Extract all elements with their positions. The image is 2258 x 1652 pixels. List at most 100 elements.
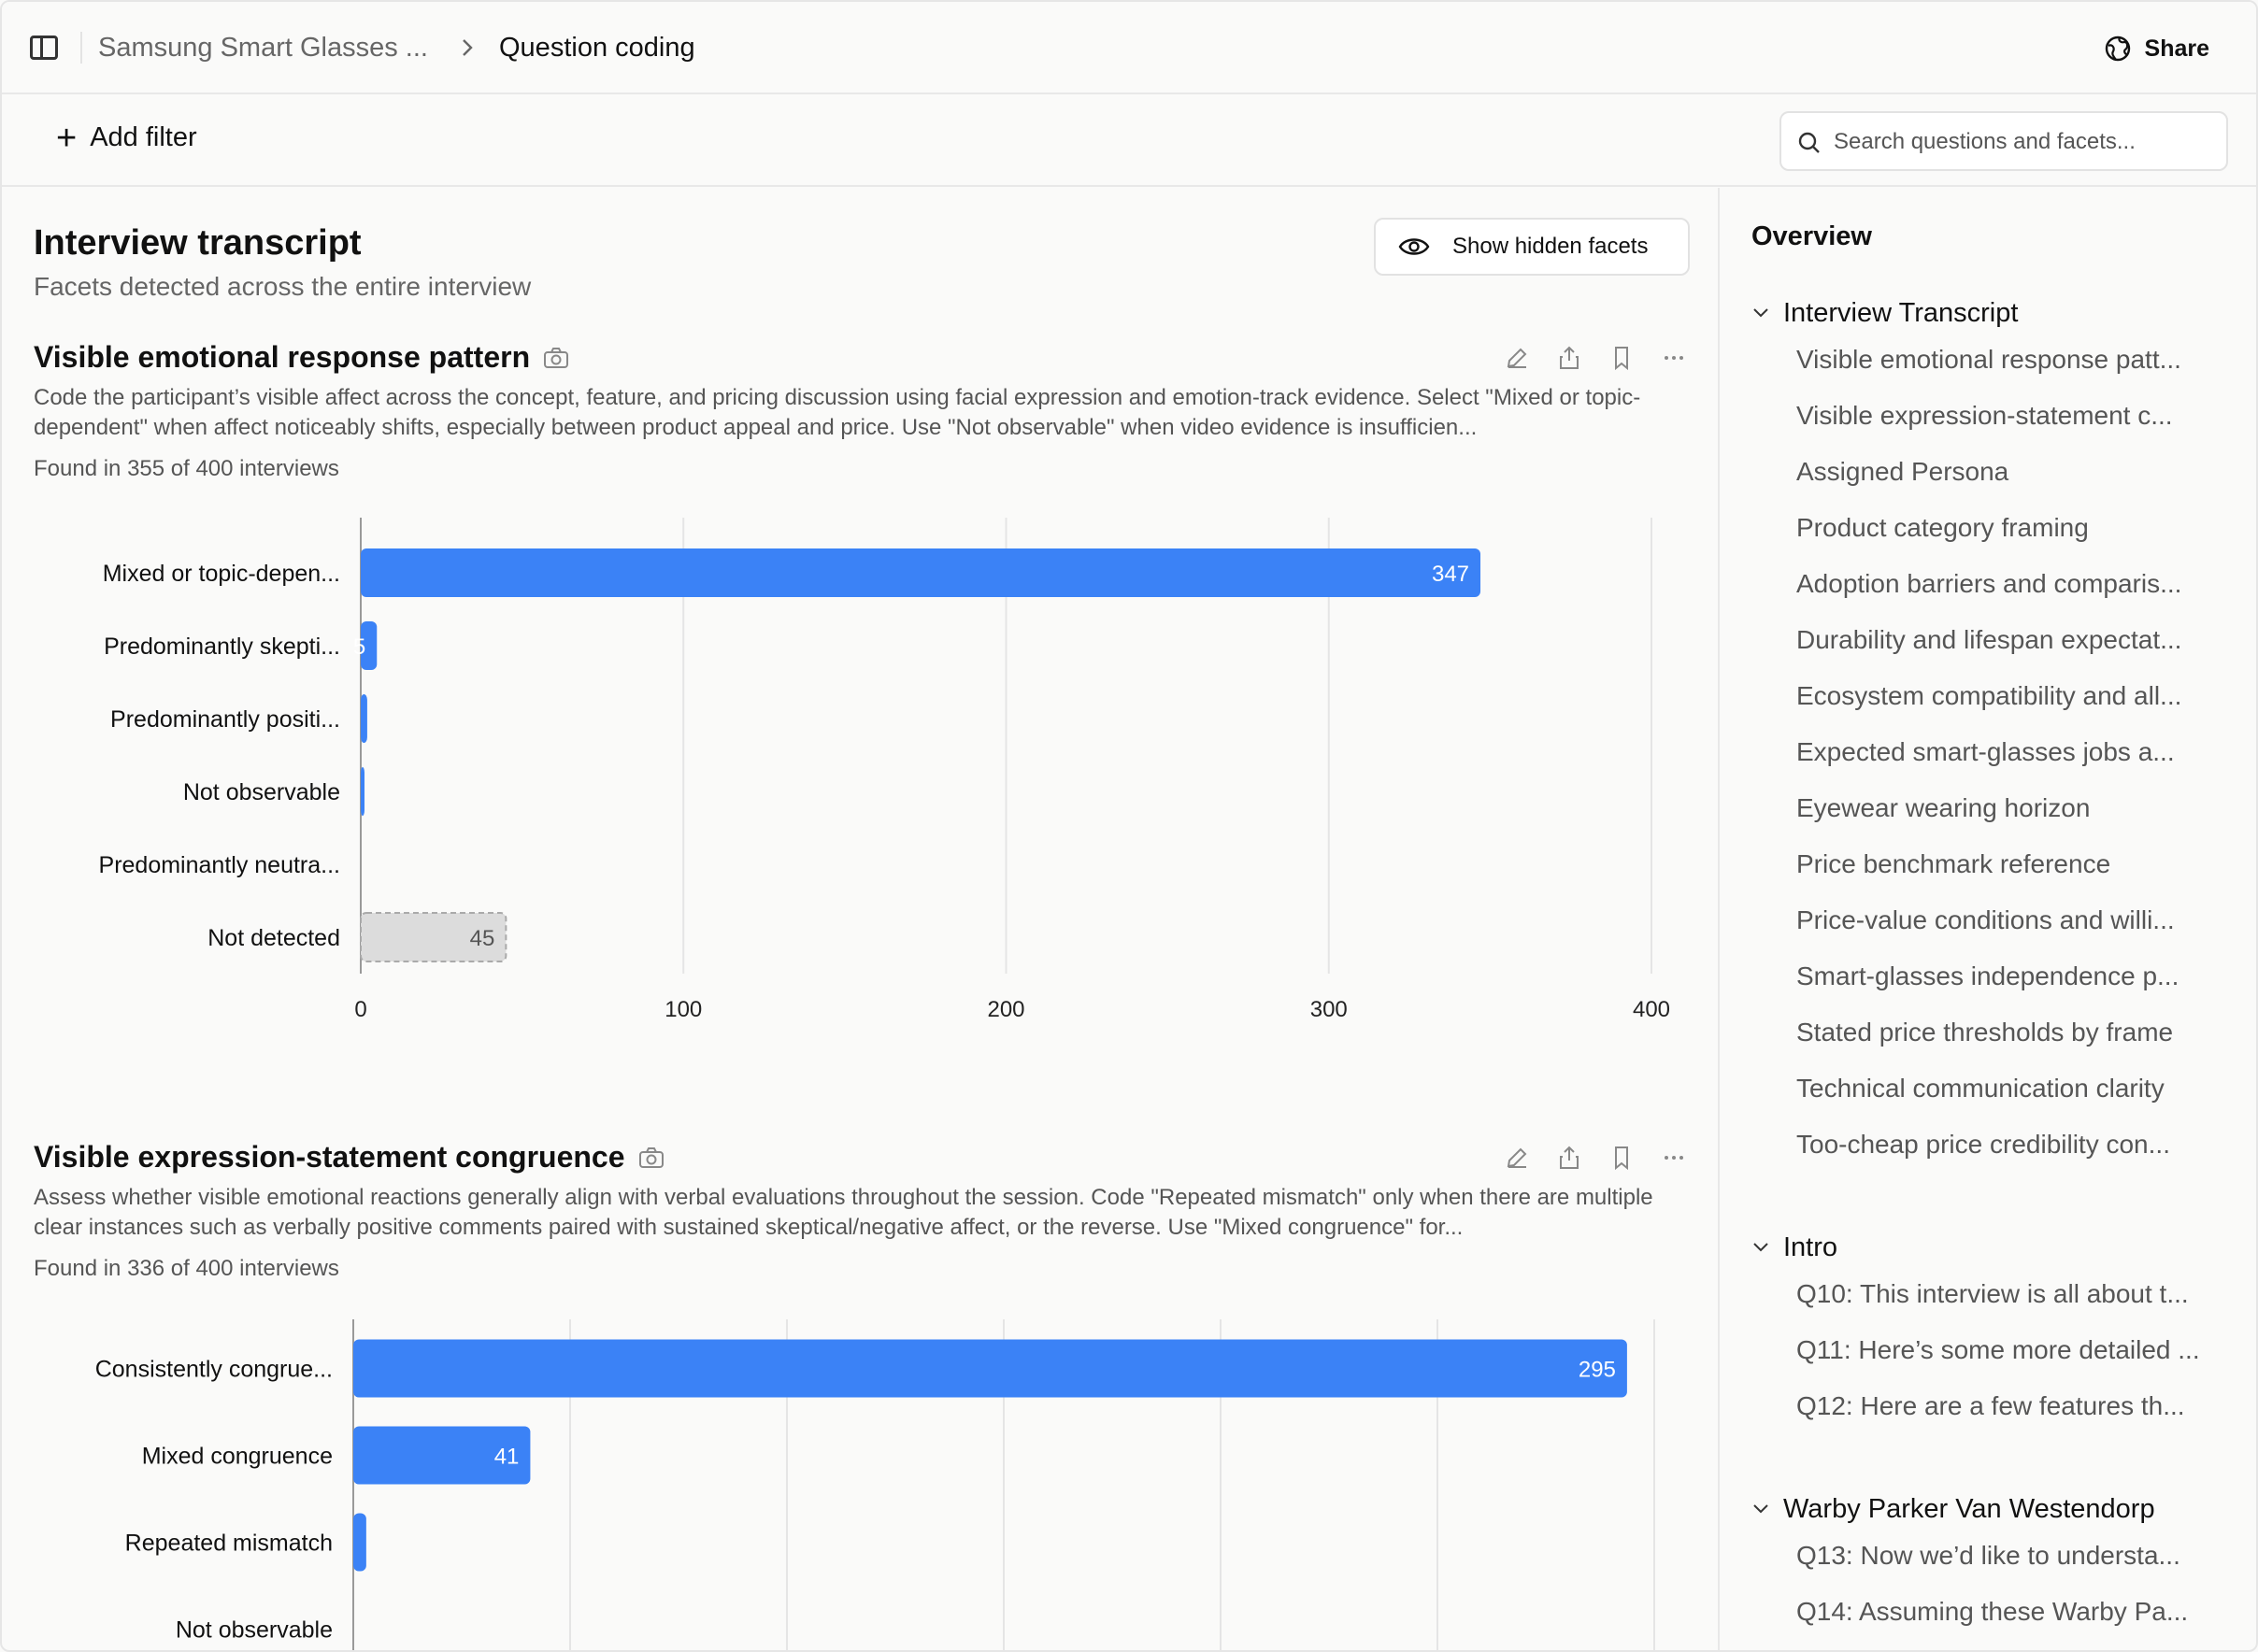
category-label: Not observable [183,779,340,805]
overview-item[interactable]: Adoption barriers and comparis... [1796,569,2182,598]
overview-group-header[interactable]: Warby Parker Van Westendorp [1751,1490,2188,1528]
x-tick-label: 300 [1310,997,1348,1022]
more-options-icon[interactable] [1660,344,1688,372]
x-tick-label: 100 [665,997,702,1022]
overview-item[interactable]: Visible emotional response patt... [1796,345,2181,374]
facet-card: Visible expression-statement congruence … [34,1140,1688,1650]
facet-title: Visible expression-statement congruence [34,1140,665,1175]
chevron-down-icon [1753,1504,1768,1514]
category-label: Predominantly skepti... [104,634,340,660]
data-label: 295 [1579,1358,1616,1383]
category-label: Mixed or topic-depen... [103,561,340,587]
overview-item[interactable]: Q13: Now we’d like to understa... [1796,1541,2180,1570]
facet-description: Assess whether visible emotional reactio… [34,1185,1653,1240]
add-filter-label: Add filter [90,122,197,152]
overview-item[interactable]: Eyewear wearing horizon [1796,793,2091,822]
breadcrumb-current-page: Question coding [499,33,695,63]
search-box[interactable] [1779,111,2228,171]
globe-icon [2105,36,2130,62]
facet-chart: Consistently congrue... 295 Mixed congruen… [34,1319,1707,1650]
overview-group-label: Warby Parker Van Westendorp [1783,1493,2155,1524]
overview-item[interactable]: Assigned Persona [1796,457,2009,486]
add-filter-button[interactable]: + Add filter [56,118,197,158]
overview-item[interactable]: Price benchmark reference [1796,849,2111,878]
overview-title: Overview [1751,221,1872,251]
data-label: 41 [494,1445,520,1470]
camera-icon[interactable] [638,1146,665,1169]
overview-item[interactable]: Expected smart-glasses jobs a... [1796,737,2175,766]
not-detected-bar [360,912,507,962]
show-hidden-facets-label: Show hidden facets [1452,234,1649,259]
overview-group: Warby Parker Van Westendorp Q13: Now we’d… [1751,1490,2188,1649]
overview-item[interactable]: Q12: Here are a few features th... [1796,1391,2185,1420]
main-panel: Interview transcript Facets detected acr… [2,188,1720,1650]
bar [353,1513,366,1572]
facet-found-count: Found in 355 of 400 interviews [34,456,339,481]
show-hidden-facets-button[interactable]: Show hidden facets [1374,218,1690,276]
filter-bar: + Add filter [2,94,2256,187]
facet-title: Visible emotional response pattern [34,340,569,375]
facet-card: Visible emotional response pattern Code … [34,340,1688,1022]
facet-actions [1503,1144,1688,1172]
overview-item[interactable]: Ecosystem compatibility and all... [1796,681,2182,710]
overview-item[interactable]: Technical communication clarity [1796,1074,2165,1103]
data-label: 45 [470,926,495,951]
overview-item[interactable]: Q11: Here’s some more detailed ... [1796,1335,2200,1364]
overview-group-label: Intro [1783,1232,1838,1262]
category-label: Mixed congruence [142,1444,333,1470]
overview-item[interactable]: Q10: This interview is all about t... [1796,1279,2189,1308]
bar [353,1426,531,1485]
chevron-down-icon [1753,1243,1768,1252]
bar [361,694,367,743]
overview-item[interactable]: Q14: Assuming these Warby Pa... [1796,1597,2189,1626]
bar-chart: Consistently congrue... 295 Mixed congruen… [95,1319,1655,1650]
search-icon [1798,132,1820,153]
overview-item[interactable]: Stated price thresholds by frame [1796,1018,2174,1047]
overview-item[interactable]: Product category framing [1796,513,2089,542]
overview-item[interactable]: Smart-glasses independence p... [1796,961,2179,990]
overview-group: Interview Transcript Visible emotional re… [1751,294,2181,1182]
overview-item[interactable]: Visible expression-statement c... [1796,401,2173,430]
eye-icon [1398,238,1430,255]
bookmark-icon[interactable] [1608,344,1636,372]
overview-group: Intro Q10: This interview is all about t.… [1751,1229,2200,1444]
category-label: Consistently congrue... [95,1357,333,1383]
edit-icon[interactable] [1503,1144,1531,1172]
camera-icon[interactable] [543,347,569,369]
top-bar: Samsung Smart Glasses ... Question codin… [2,2,2256,94]
bookmark-icon[interactable] [1608,1144,1636,1172]
category-label: Predominantly positi... [110,706,340,733]
data-label: 5 [353,634,365,660]
chevron-right-icon [463,39,473,56]
facet-chart: 0 100 200 300 400 Mixed or topic-depen... 347 P… [34,518,1707,1022]
bar-chart: 0 100 200 300 400 Mixed or topic-depen... 347 P… [99,518,1670,1022]
overview-group-header[interactable]: Intro [1751,1229,2200,1266]
category-label: Not observable [176,1617,333,1644]
search-input[interactable] [1834,124,2208,160]
x-tick-label: 400 [1633,997,1670,1022]
category-label: Repeated mismatch [125,1531,333,1557]
section-subtitle: Facets detected across the entire interv… [34,272,532,301]
plus-icon: + [56,118,78,158]
x-tick-label: 0 [354,997,366,1022]
breadcrumb-project[interactable]: Samsung Smart Glasses ... [98,33,428,63]
overview-group-label: Interview Transcript [1783,297,2019,328]
overview-item[interactable]: Durability and lifespan expectat... [1796,625,2182,654]
overview-item[interactable]: Too-cheap price credibility con... [1796,1130,2170,1159]
sidebar-toggle-icon[interactable] [30,36,58,60]
overview-item[interactable]: Price-value conditions and willi... [1796,905,2175,934]
bar [361,548,1481,597]
overview-panel: Overview Interview Transcript Visible emo… [1722,188,2256,1650]
more-options-icon[interactable] [1660,1144,1688,1172]
data-label: 347 [1432,562,1469,587]
share-export-icon[interactable] [1555,1144,1583,1172]
share-export-icon[interactable] [1555,344,1583,372]
facet-actions [1503,344,1688,372]
facet-description: Code the participant’s visible affect ac… [34,385,1641,440]
edit-icon[interactable] [1503,344,1531,372]
share-button[interactable]: Share [2104,30,2209,67]
facet-found-count: Found in 336 of 400 interviews [34,1256,339,1281]
bar [353,1339,1627,1398]
overview-group-header[interactable]: Interview Transcript [1751,294,2181,332]
